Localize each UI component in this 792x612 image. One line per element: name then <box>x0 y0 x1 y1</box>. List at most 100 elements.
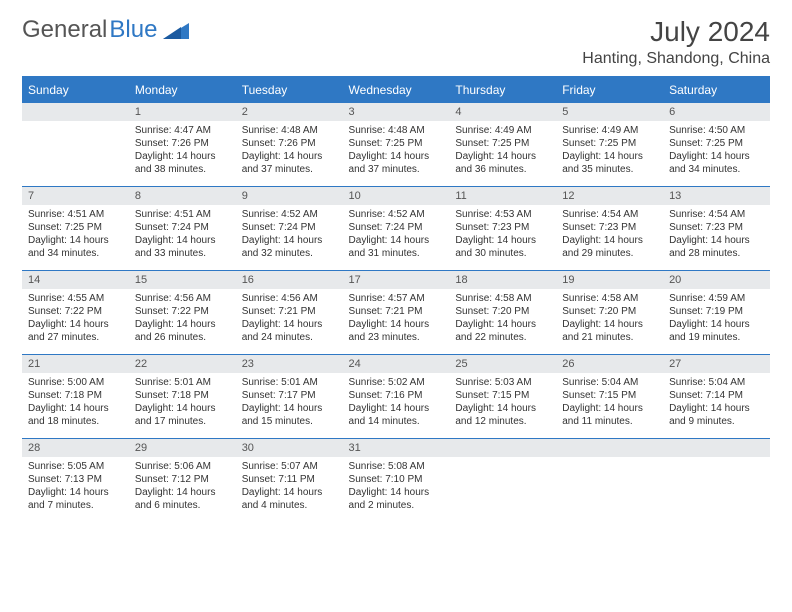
day-body: Sunrise: 4:58 AMSunset: 7:20 PMDaylight:… <box>556 289 663 348</box>
day-number: 5 <box>556 102 663 121</box>
sunrise-text: Sunrise: 4:58 AM <box>455 292 550 305</box>
day-body: Sunrise: 4:56 AMSunset: 7:22 PMDaylight:… <box>129 289 236 348</box>
daylight-text: Daylight: 14 hours and 28 minutes. <box>669 234 764 260</box>
day-number: 16 <box>236 270 343 289</box>
sunrise-text: Sunrise: 4:58 AM <box>562 292 657 305</box>
calendar-body: 1Sunrise: 4:47 AMSunset: 7:26 PMDaylight… <box>22 102 770 522</box>
day-number: 20 <box>663 270 770 289</box>
day-body: Sunrise: 4:48 AMSunset: 7:25 PMDaylight:… <box>343 121 450 180</box>
sunset-text: Sunset: 7:25 PM <box>669 137 764 150</box>
daylight-text: Daylight: 14 hours and 34 minutes. <box>28 234 123 260</box>
sunset-text: Sunset: 7:26 PM <box>135 137 230 150</box>
daylight-text: Daylight: 14 hours and 9 minutes. <box>669 402 764 428</box>
sunrise-text: Sunrise: 5:04 AM <box>669 376 764 389</box>
day-body: Sunrise: 5:04 AMSunset: 7:15 PMDaylight:… <box>556 373 663 432</box>
title-block: July 2024 Hanting, Shandong, China <box>582 16 770 68</box>
weekday-header: Wednesday <box>343 77 450 102</box>
calendar-day-cell <box>556 438 663 522</box>
day-number: 15 <box>129 270 236 289</box>
daylight-text: Daylight: 14 hours and 27 minutes. <box>28 318 123 344</box>
sunrise-text: Sunrise: 4:56 AM <box>135 292 230 305</box>
day-body: Sunrise: 4:58 AMSunset: 7:20 PMDaylight:… <box>449 289 556 348</box>
header: GeneralBlue July 2024 Hanting, Shandong,… <box>22 16 770 68</box>
sunset-text: Sunset: 7:21 PM <box>349 305 444 318</box>
logo-triangle-icon <box>163 21 189 39</box>
calendar-day-cell: 10Sunrise: 4:52 AMSunset: 7:24 PMDayligh… <box>343 186 450 270</box>
day-body: Sunrise: 4:49 AMSunset: 7:25 PMDaylight:… <box>449 121 556 180</box>
sunset-text: Sunset: 7:25 PM <box>562 137 657 150</box>
daylight-text: Daylight: 14 hours and 2 minutes. <box>349 486 444 512</box>
day-number: 9 <box>236 186 343 205</box>
daylight-text: Daylight: 14 hours and 26 minutes. <box>135 318 230 344</box>
sunset-text: Sunset: 7:22 PM <box>28 305 123 318</box>
calendar-day-cell <box>22 102 129 186</box>
day-body: Sunrise: 4:50 AMSunset: 7:25 PMDaylight:… <box>663 121 770 180</box>
day-number: 31 <box>343 438 450 457</box>
weekday-header: Sunday <box>22 77 129 102</box>
calendar-day-cell: 15Sunrise: 4:56 AMSunset: 7:22 PMDayligh… <box>129 270 236 354</box>
sunset-text: Sunset: 7:14 PM <box>669 389 764 402</box>
calendar-day-cell: 14 Sunrise: 4:55 AMSunset: 7:22 PMDayligh… <box>22 270 129 354</box>
sunrise-text: Sunrise: 5:08 AM <box>349 460 444 473</box>
weekday-header: Monday <box>129 77 236 102</box>
day-number: 18 <box>449 270 556 289</box>
sunrise-text: Sunrise: 5:01 AM <box>135 376 230 389</box>
sunset-text: Sunset: 7:25 PM <box>455 137 550 150</box>
day-body: Sunrise: 5:03 AMSunset: 7:15 PMDaylight:… <box>449 373 556 432</box>
sunset-text: Sunset: 7:10 PM <box>349 473 444 486</box>
daylight-text: Daylight: 14 hours and 31 minutes. <box>349 234 444 260</box>
sunrise-text: Sunrise: 5:04 AM <box>562 376 657 389</box>
sunrise-text: Sunrise: 4:48 AM <box>349 124 444 137</box>
calendar-day-cell <box>663 438 770 522</box>
sunset-text: Sunset: 7:19 PM <box>669 305 764 318</box>
calendar-day-cell: 4Sunrise: 4:49 AMSunset: 7:25 PMDaylight… <box>449 102 556 186</box>
day-number: 23 <box>236 354 343 373</box>
sunrise-text: Sunrise: 4:57 AM <box>349 292 444 305</box>
day-number <box>449 438 556 457</box>
day-number: 27 <box>663 354 770 373</box>
day-body: Sunrise: 4:56 AMSunset: 7:21 PMDaylight:… <box>236 289 343 348</box>
sunrise-text: Sunrise: 4:53 AM <box>455 208 550 221</box>
calendar-week-row: 21Sunrise: 5:00 AMSunset: 7:18 PMDayligh… <box>22 354 770 438</box>
sunset-text: Sunset: 7:20 PM <box>455 305 550 318</box>
sunrise-text: Sunrise: 4:49 AM <box>562 124 657 137</box>
day-number: 10 <box>343 186 450 205</box>
daylight-text: Daylight: 14 hours and 37 minutes. <box>242 150 337 176</box>
day-number: 17 <box>343 270 450 289</box>
sunrise-text: Sunrise: 4:51 AM <box>135 208 230 221</box>
day-number: 29 <box>129 438 236 457</box>
day-number: 7 <box>22 186 129 205</box>
day-number: 14 <box>22 270 129 289</box>
daylight-text: Daylight: 14 hours and 36 minutes. <box>455 150 550 176</box>
day-body: Sunrise: 4:54 AMSunset: 7:23 PMDaylight:… <box>663 205 770 264</box>
sunset-text: Sunset: 7:12 PM <box>135 473 230 486</box>
daylight-text: Daylight: 14 hours and 7 minutes. <box>28 486 123 512</box>
calendar-day-cell: 25Sunrise: 5:03 AMSunset: 7:15 PMDayligh… <box>449 354 556 438</box>
sunset-text: Sunset: 7:16 PM <box>349 389 444 402</box>
calendar-day-cell: 5Sunrise: 4:49 AMSunset: 7:25 PMDaylight… <box>556 102 663 186</box>
day-number: 1 <box>129 102 236 121</box>
sunrise-text: Sunrise: 5:07 AM <box>242 460 337 473</box>
sunrise-text: Sunrise: 4:55 AM <box>28 292 123 305</box>
daylight-text: Daylight: 14 hours and 11 minutes. <box>562 402 657 428</box>
calendar-day-cell: 12Sunrise: 4:54 AMSunset: 7:23 PMDayligh… <box>556 186 663 270</box>
day-number: 13 <box>663 186 770 205</box>
calendar-day-cell: 18Sunrise: 4:58 AMSunset: 7:20 PMDayligh… <box>449 270 556 354</box>
sunset-text: Sunset: 7:24 PM <box>242 221 337 234</box>
calendar-day-cell: 30Sunrise: 5:07 AMSunset: 7:11 PMDayligh… <box>236 438 343 522</box>
day-number <box>663 438 770 457</box>
day-number: 26 <box>556 354 663 373</box>
calendar-week-row: 1Sunrise: 4:47 AMSunset: 7:26 PMDaylight… <box>22 102 770 186</box>
calendar-week-row: 7Sunrise: 4:51 AMSunset: 7:25 PMDaylight… <box>22 186 770 270</box>
day-number: 12 <box>556 186 663 205</box>
day-body: Sunrise: 4:49 AMSunset: 7:25 PMDaylight:… <box>556 121 663 180</box>
daylight-text: Daylight: 14 hours and 32 minutes. <box>242 234 337 260</box>
sunset-text: Sunset: 7:25 PM <box>349 137 444 150</box>
sunset-text: Sunset: 7:22 PM <box>135 305 230 318</box>
sunset-text: Sunset: 7:15 PM <box>455 389 550 402</box>
sunrise-text: Sunrise: 4:56 AM <box>242 292 337 305</box>
day-number: 22 <box>129 354 236 373</box>
sunrise-text: Sunrise: 4:54 AM <box>562 208 657 221</box>
sunset-text: Sunset: 7:23 PM <box>562 221 657 234</box>
sunset-text: Sunset: 7:25 PM <box>28 221 123 234</box>
